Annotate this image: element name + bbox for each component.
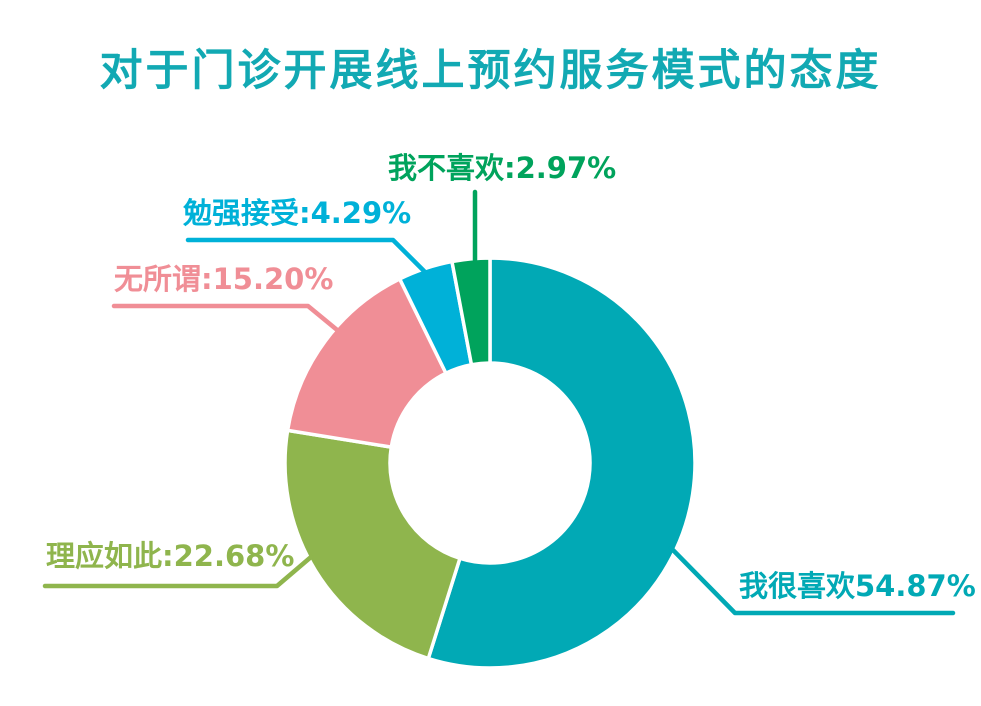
leader-line-reluctantly-accept	[185, 237, 427, 274]
callout-label-reluctantly-accept: 勉强接受:4.29%	[183, 196, 412, 230]
chart-title: 对于门诊开展线上预约服务模式的态度	[99, 46, 882, 96]
leader-line-should-be-so	[42, 554, 314, 589]
callout-label-dislike: 我不喜欢:2.97%	[388, 151, 617, 185]
donut-segment-dislike	[450, 256, 492, 367]
callout-label-should-be-so: 理应如此:22.68%	[46, 539, 295, 573]
callout-label-like: 我很喜欢54.87%	[739, 569, 976, 603]
leader-line-indifferent	[111, 303, 345, 337]
leader-line-like	[668, 545, 956, 616]
donut-segment-indifferent	[285, 277, 448, 449]
callout-label-indifferent: 无所谓:15.20%	[114, 262, 334, 296]
donut-segment-should-be-so	[283, 428, 462, 661]
donut-segment-like	[426, 256, 697, 670]
